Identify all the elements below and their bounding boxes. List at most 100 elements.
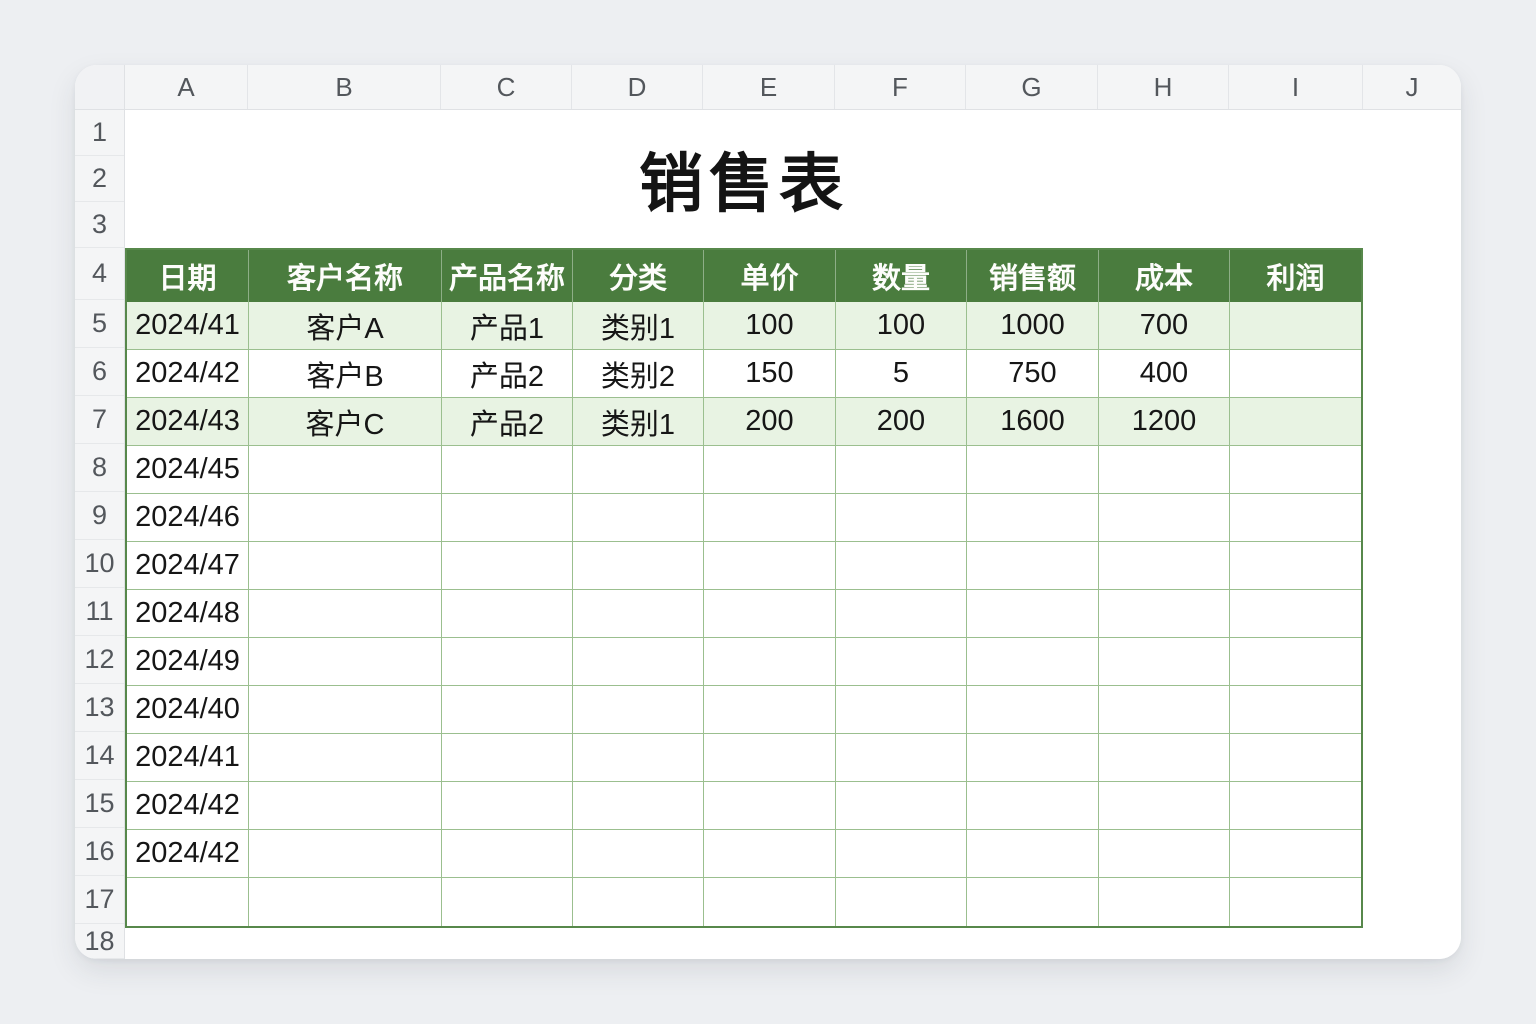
- table-header-cell[interactable]: 单价: [704, 250, 836, 302]
- table-header-cell[interactable]: 利润: [1266, 263, 1325, 295]
- column-header-H[interactable]: H: [1098, 65, 1229, 109]
- table-cell[interactable]: [704, 494, 836, 542]
- table-cell[interactable]: [836, 782, 967, 830]
- table-cell[interactable]: 产品2: [442, 350, 573, 398]
- table-cell[interactable]: [1099, 686, 1230, 734]
- column-header-A[interactable]: A: [125, 65, 248, 109]
- table-cell[interactable]: [249, 686, 442, 734]
- table-cell[interactable]: [573, 686, 704, 734]
- row-header-18[interactable]: 18: [75, 924, 124, 959]
- table-cell[interactable]: [442, 590, 573, 638]
- row-header-5[interactable]: 5: [75, 300, 124, 348]
- table-cell[interactable]: 5: [836, 350, 967, 398]
- table-cell[interactable]: [1099, 542, 1230, 590]
- table-cell[interactable]: [836, 542, 967, 590]
- table-cell[interactable]: [704, 782, 836, 830]
- table-cell[interactable]: [1099, 782, 1230, 830]
- table-cell[interactable]: [1099, 590, 1230, 638]
- table-cell[interactable]: [1230, 302, 1361, 350]
- table-cell[interactable]: 1000: [967, 302, 1099, 350]
- table-cell[interactable]: 类别1: [573, 398, 704, 446]
- table-cell[interactable]: [967, 830, 1099, 878]
- table-cell[interactable]: 100: [836, 302, 967, 350]
- row-header-6[interactable]: 6: [75, 348, 124, 396]
- table-cell[interactable]: 客户C: [249, 398, 442, 446]
- table-cell[interactable]: [836, 686, 967, 734]
- table-cell[interactable]: [704, 686, 836, 734]
- column-header-D[interactable]: D: [572, 65, 703, 109]
- table-cell[interactable]: 2024/42: [127, 782, 249, 830]
- table-cell[interactable]: 150: [704, 350, 836, 398]
- table-cell[interactable]: [1230, 398, 1361, 446]
- table-cell[interactable]: [1230, 734, 1361, 782]
- row-header-3[interactable]: 3: [75, 202, 124, 248]
- table-cell[interactable]: 200: [836, 398, 967, 446]
- table-cell[interactable]: [249, 782, 442, 830]
- table-cell[interactable]: [836, 590, 967, 638]
- table-cell[interactable]: [1230, 542, 1361, 590]
- table-cell[interactable]: 客户A: [249, 302, 442, 350]
- row-header-7[interactable]: 7: [75, 396, 124, 444]
- table-cell[interactable]: [442, 542, 573, 590]
- table-cell[interactable]: 2024/41: [127, 734, 249, 782]
- table-header-cell[interactable]: 客户名称: [249, 250, 442, 302]
- table-cell[interactable]: [1230, 782, 1361, 830]
- table-cell[interactable]: [836, 830, 967, 878]
- column-header-I[interactable]: I: [1229, 65, 1363, 109]
- table-cell[interactable]: 2024/48: [127, 590, 249, 638]
- table-header-cell[interactable]: 分类: [573, 250, 704, 302]
- table-cell[interactable]: 类别2: [573, 350, 704, 398]
- table-cell[interactable]: [704, 830, 836, 878]
- table-cell[interactable]: [836, 638, 967, 686]
- table-cell[interactable]: [442, 686, 573, 734]
- table-cell[interactable]: [1230, 590, 1361, 638]
- table-cell[interactable]: [1230, 878, 1361, 926]
- table-header-cell[interactable]: 数量: [836, 250, 967, 302]
- table-cell[interactable]: 1600: [967, 398, 1099, 446]
- table-cell[interactable]: 客户B: [249, 350, 442, 398]
- row-header-4[interactable]: 4: [75, 248, 124, 300]
- column-header-B[interactable]: B: [248, 65, 441, 109]
- table-cell[interactable]: 2024/42: [127, 830, 249, 878]
- column-header-E[interactable]: E: [703, 65, 835, 109]
- table-cell[interactable]: [704, 638, 836, 686]
- table-header-cell[interactable]: 销售额: [967, 250, 1099, 302]
- table-cell[interactable]: 产品1: [442, 302, 573, 350]
- table-cell[interactable]: [1230, 686, 1361, 734]
- table-cell[interactable]: [967, 590, 1099, 638]
- row-header-16[interactable]: 16: [75, 828, 124, 876]
- table-cell[interactable]: [127, 878, 249, 926]
- table-cell[interactable]: [442, 830, 573, 878]
- table-cell[interactable]: 产品2: [442, 398, 573, 446]
- table-header-cell[interactable]: 日期: [127, 250, 249, 302]
- column-header-C[interactable]: C: [441, 65, 572, 109]
- table-cell[interactable]: [1099, 878, 1230, 926]
- table-cell[interactable]: [249, 494, 442, 542]
- table-header-cell[interactable]: 成本: [1099, 250, 1230, 302]
- table-cell[interactable]: [442, 734, 573, 782]
- table-cell[interactable]: 2024/47: [127, 542, 249, 590]
- table-cell[interactable]: [442, 878, 573, 926]
- table-cell[interactable]: 400: [1099, 350, 1230, 398]
- table-cell[interactable]: [967, 638, 1099, 686]
- row-header-10[interactable]: 10: [75, 540, 124, 588]
- table-cell[interactable]: [573, 830, 704, 878]
- column-header-G[interactable]: G: [966, 65, 1098, 109]
- table-cell[interactable]: [442, 494, 573, 542]
- table-cell[interactable]: [967, 878, 1099, 926]
- row-header-14[interactable]: 14: [75, 732, 124, 780]
- table-cell[interactable]: 750: [967, 350, 1099, 398]
- row-header-2[interactable]: 2: [75, 156, 124, 202]
- table-cell[interactable]: [967, 446, 1099, 494]
- select-all-corner[interactable]: [75, 65, 125, 109]
- row-header-9[interactable]: 9: [75, 492, 124, 540]
- table-cell[interactable]: 100: [704, 302, 836, 350]
- table-cell[interactable]: [249, 542, 442, 590]
- table-cell[interactable]: [573, 734, 704, 782]
- row-header-8[interactable]: 8: [75, 444, 124, 492]
- table-cell[interactable]: [1099, 638, 1230, 686]
- table-cell[interactable]: [249, 734, 442, 782]
- table-cell[interactable]: [1099, 494, 1230, 542]
- table-cell[interactable]: 2024/46: [127, 494, 249, 542]
- title-merged-cell[interactable]: 销售表: [125, 110, 1363, 248]
